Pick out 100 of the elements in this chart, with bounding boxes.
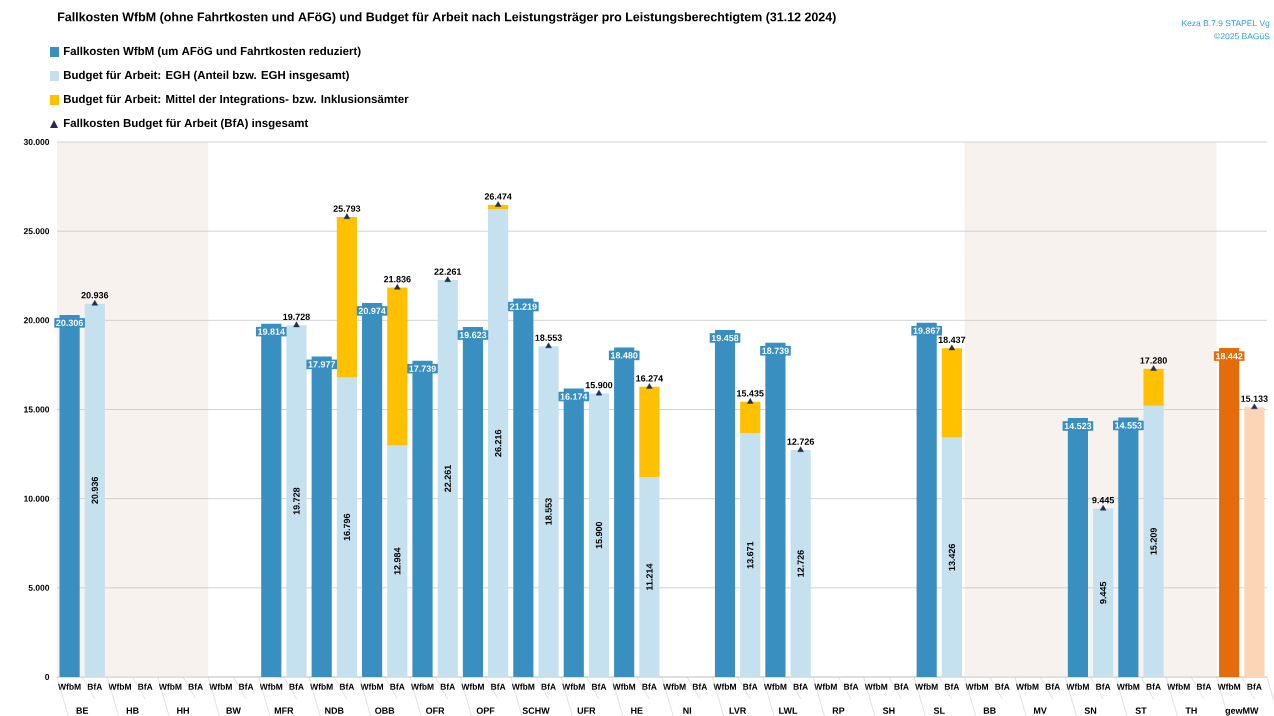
x-tick-label: BfA (844, 683, 859, 690)
bar (639, 386, 660, 478)
data-label: 20.306 (56, 319, 83, 327)
x-tick-label: BfA (894, 683, 909, 690)
data-label: 9.445 (1092, 497, 1115, 504)
x-tick-label: WfbM (58, 683, 81, 690)
x-tick-label: WfbM (814, 683, 837, 690)
text: RP (832, 707, 845, 714)
x-tick-label: BfA (138, 683, 153, 690)
x-tick-label: BfA (944, 683, 960, 690)
x-tick-label: BfA (289, 683, 304, 690)
x-tick-label: WfbM (158, 683, 182, 690)
bar (740, 401, 761, 434)
data-label: 16.796 (343, 513, 351, 541)
text: NDB (325, 707, 344, 714)
bar (286, 325, 307, 677)
x-tick-label: WfbM (1116, 683, 1140, 690)
x-tick-label: BfA (541, 683, 556, 690)
x-tick-label: WfbM (663, 683, 686, 690)
x-tick-label: BfA (339, 683, 355, 690)
data-label: 21.219 (509, 303, 537, 310)
bar (387, 445, 408, 677)
data-label: 26.216 (494, 429, 502, 457)
data-label: 21.836 (383, 276, 411, 283)
data-label: 19.623 (459, 331, 487, 339)
x-tick-label: BfA (1197, 683, 1212, 690)
data-label: 12.726 (797, 550, 804, 577)
bar (84, 303, 105, 677)
x-tick-label: BfA (592, 683, 607, 690)
x-tick-label: WfbM (1066, 683, 1089, 690)
data-label: 18.553 (535, 334, 562, 341)
x-tick-label: BfA (642, 683, 657, 690)
text: BB (983, 707, 996, 714)
bar (1093, 508, 1114, 677)
text: NI (683, 707, 692, 714)
text: TH (1185, 707, 1197, 714)
legend-label: Budget für Arbeit: EGH (Anteil bzw. EGH insgesamt) (63, 70, 349, 82)
text: OFR (426, 707, 445, 714)
data-label: 13.671 (747, 541, 754, 569)
y-tick-label: 10.000 (24, 495, 50, 502)
data-label: 17.739 (409, 365, 436, 372)
data-label: 17.977 (308, 361, 335, 368)
data-label: 18.739 (762, 347, 789, 354)
data-label: 15.900 (595, 521, 603, 549)
data-label: 22.261 (444, 465, 451, 492)
x-tick-label: WfbM (1167, 683, 1190, 690)
legend-label: Fallkosten Budget für Arbeit (BfA) insgesamt (63, 118, 309, 130)
x-tick-label: BfA (440, 683, 456, 690)
data-label: 9.445 (1099, 581, 1107, 604)
x-tick-label: BfA (692, 683, 708, 690)
data-label: 18.442 (1216, 352, 1243, 360)
x-tick-label: WfbM (108, 683, 131, 690)
text: LWL (779, 707, 798, 714)
text: HH (177, 707, 189, 714)
x-tick-label: WfbM (310, 683, 333, 690)
data-label: 12.984 (394, 547, 401, 575)
x-tick-label: WfbM (864, 683, 888, 690)
x-tick-label: BfA (87, 683, 103, 690)
x-tick-label: BfA (1146, 683, 1161, 690)
text: BE (76, 707, 89, 714)
y-tick-label: 30.000 (23, 139, 50, 145)
x-tick-label: WfbM (511, 683, 535, 690)
bar (336, 217, 357, 378)
text: ST (1135, 707, 1147, 714)
data-label: 19.728 (283, 313, 310, 320)
text: gewMW (1225, 707, 1259, 716)
x-tick-label: WfbM (763, 683, 787, 690)
chart-title: Fallkosten WfbM (ohne Fahrtkosten und AFöG) und Budget für Arbeit nach Leistungsträger pro Leistungsberechtigtem (31.12 2024) (58, 12, 836, 24)
point (343, 213, 351, 219)
text: SL (933, 707, 945, 714)
data-label: 19.458 (711, 334, 739, 342)
data-label: 20.936 (81, 292, 109, 299)
point (646, 383, 653, 389)
data-label: 17.280 (1140, 357, 1167, 364)
point (1251, 403, 1258, 410)
text: MFR (274, 707, 294, 714)
bar (588, 393, 610, 677)
data-label: 14.523 (1064, 422, 1092, 430)
y-tick-label: 20.000 (23, 317, 50, 324)
data-label: 20.936 (91, 476, 98, 504)
data-label: 15.209 (1150, 528, 1157, 555)
data-label: 19.728 (293, 487, 300, 515)
bar (790, 450, 811, 677)
point (747, 398, 754, 404)
legend-label: Fallkosten WfbM (um AFöG und Fahrtkosten reduziert) (63, 46, 361, 58)
bar (1244, 407, 1265, 677)
data-label: 14.553 (1115, 422, 1142, 429)
x-tick-label: BfA (995, 683, 1010, 690)
bar (941, 437, 962, 677)
text: UFR (577, 707, 596, 714)
y-tick-label: 25.000 (23, 228, 50, 235)
point (293, 321, 300, 328)
bar (538, 346, 559, 677)
x-tick-label: BfA (239, 683, 254, 690)
data-label: 26.474 (484, 193, 512, 200)
point (797, 446, 804, 452)
data-label: 18.480 (611, 352, 638, 359)
bar (639, 477, 660, 677)
text: ©2025 BAGüS (1214, 33, 1270, 40)
data-label: 18.437 (938, 336, 966, 343)
